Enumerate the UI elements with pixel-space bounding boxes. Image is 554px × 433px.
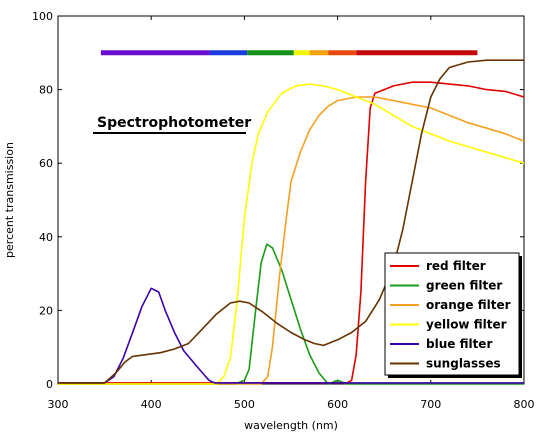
series-line-yellow-filter [58, 83, 525, 385]
x-tick-label: 800 [514, 398, 535, 411]
x-tick-label: 400 [141, 398, 162, 411]
series-line-blue-filter [58, 287, 524, 384]
x-tick-label: 300 [48, 398, 69, 411]
x-tick-label: 500 [234, 398, 255, 411]
y-tick-label: 0 [46, 378, 53, 391]
series-line-sunglasses [58, 59, 524, 384]
x-tick-label: 600 [327, 398, 348, 411]
y-tick-label: 100 [32, 10, 53, 23]
legend-entries: red filter green filter orange filter yello… [390, 259, 511, 371]
y-tick-label: 20 [39, 304, 53, 317]
legend-label: red filter [426, 259, 486, 273]
legend-label: green filter [426, 279, 502, 293]
y-tick-label: 60 [39, 157, 53, 170]
annotation: Spectrophotometer [93, 115, 251, 134]
legend-label: yellow filter [426, 318, 507, 332]
series-line-orange-filter [58, 96, 525, 385]
plot-frame [57, 15, 525, 385]
legend-label: blue filter [426, 337, 492, 351]
x-tick-label: 700 [420, 398, 441, 411]
series-line-red-filter [58, 81, 525, 384]
x-axis-title: wavelength (nm) [244, 419, 338, 432]
legend: red filter green filter orange filter yello… [384, 252, 522, 378]
annotation-label: Spectrophotometer [97, 115, 251, 131]
y-tick-label: 40 [39, 231, 53, 244]
y-axis-title: percent transmission [3, 142, 16, 258]
legend-label: orange filter [426, 298, 511, 312]
legend-box [384, 252, 520, 376]
series-lines [58, 59, 525, 385]
legend-label: sunglasses [426, 357, 501, 371]
y-tick-label: 80 [39, 84, 53, 97]
